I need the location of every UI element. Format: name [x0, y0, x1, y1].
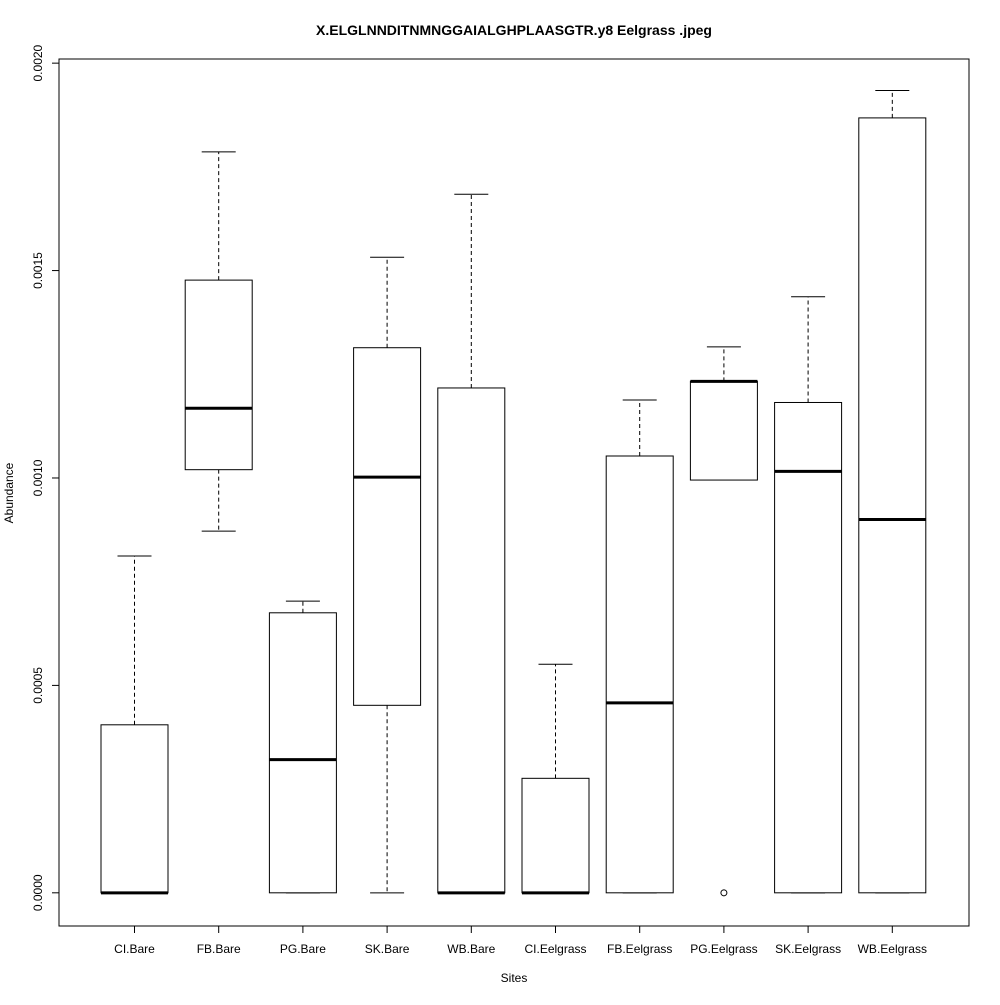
y-axis-label: Abundance	[2, 462, 16, 523]
y-tick-label: 0.0015	[31, 252, 45, 289]
box	[774, 401, 843, 894]
box	[605, 455, 674, 894]
outlier-point	[720, 889, 728, 897]
y-tick-label: 0.0000	[31, 874, 45, 911]
x-tick-label: SK.Bare	[365, 942, 410, 956]
box	[437, 387, 506, 894]
y-tick-label: 0.0020	[31, 44, 45, 81]
x-tick-label: FB.Eelgrass	[607, 942, 672, 956]
x-tick-label: CI.Bare	[114, 942, 155, 956]
box	[858, 117, 927, 894]
y-tick-label: 0.0005	[31, 667, 45, 704]
x-tick-label: PG.Bare	[280, 942, 326, 956]
y-tick-label: 0.0010	[31, 459, 45, 496]
box	[184, 279, 253, 471]
x-axis-label: Sites	[501, 971, 528, 985]
chart-marks: 0.0000 0.0005 0.0010 0.0015 0.0020 CI.Bare FB.…	[31, 44, 927, 956]
x-tick-label: FB.Bare	[197, 942, 241, 956]
box	[100, 724, 169, 894]
chart-title: X.ELGLNNDITNMNGGAIALGHPLAASGTR.y8 Eelgra…	[316, 22, 712, 38]
x-tick-label: WB.Eelgrass	[858, 942, 927, 956]
box	[268, 612, 337, 894]
x-tick-label: WB.Bare	[447, 942, 495, 956]
x-tick-label: SK.Eelgrass	[775, 942, 841, 956]
box	[689, 380, 758, 481]
x-tick-label: CI.Eelgrass	[524, 942, 586, 956]
x-tick-label: PG.Eelgrass	[690, 942, 757, 956]
box	[353, 347, 422, 706]
box	[521, 777, 590, 894]
